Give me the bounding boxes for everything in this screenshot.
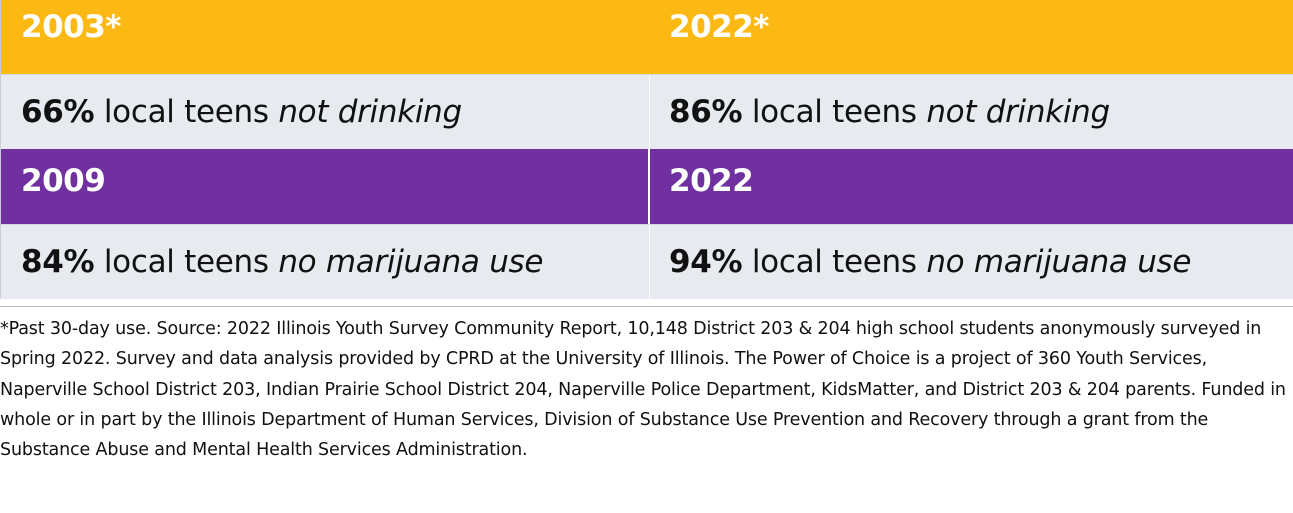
year-label: 2022*	[669, 9, 770, 45]
stat-percent: 84%	[21, 243, 95, 280]
stat-emphasis: not drinking	[926, 93, 1110, 130]
alcohol-stat-left: 66% local teens not drinking	[1, 75, 650, 149]
stat-text: 86% local teens not drinking	[669, 93, 1110, 130]
alcohol-year-header-row: 2003* 2022*	[1, 0, 1293, 74]
marijuana-stat-right: 94% local teens no marijuana use	[650, 225, 1293, 299]
marijuana-stat-row: 84% local teens no marijuana use 94% loc…	[1, 224, 1293, 299]
stat-text: 84% local teens no marijuana use	[21, 243, 544, 280]
marijuana-year-header-left: 2009	[1, 149, 650, 224]
statistics-table: 2003* 2022* 66% local teens not drinking…	[0, 0, 1293, 299]
stat-emphasis: no marijuana use	[278, 243, 544, 280]
stat-emphasis: not drinking	[278, 93, 462, 130]
marijuana-year-header-row: 2009 2022	[1, 149, 1293, 224]
year-label: 2009	[21, 163, 106, 199]
stat-description: local teens	[742, 243, 927, 280]
alcohol-year-header-left: 2003*	[1, 0, 650, 74]
alcohol-stat-row: 66% local teens not drinking 86% local t…	[1, 74, 1293, 149]
source-footnote: *Past 30-day use. Source: 2022 Illinois …	[0, 319, 1286, 461]
stat-emphasis: no marijuana use	[926, 243, 1192, 280]
stat-text: 66% local teens not drinking	[21, 93, 462, 130]
marijuana-stat-left: 84% local teens no marijuana use	[1, 225, 650, 299]
marijuana-year-header-right: 2022	[650, 149, 1293, 224]
alcohol-stat-right: 86% local teens not drinking	[650, 75, 1293, 149]
stat-percent: 94%	[669, 243, 743, 280]
stat-description: local teens	[94, 243, 279, 280]
stat-description: local teens	[94, 93, 279, 130]
stat-percent: 86%	[669, 93, 743, 130]
stat-description: local teens	[742, 93, 927, 130]
stat-text: 94% local teens no marijuana use	[669, 243, 1192, 280]
year-label: 2003*	[21, 9, 122, 45]
stat-percent: 66%	[21, 93, 95, 130]
year-label: 2022	[669, 163, 754, 199]
alcohol-year-header-right: 2022*	[650, 0, 1293, 74]
table-bottom-border	[0, 306, 1293, 307]
